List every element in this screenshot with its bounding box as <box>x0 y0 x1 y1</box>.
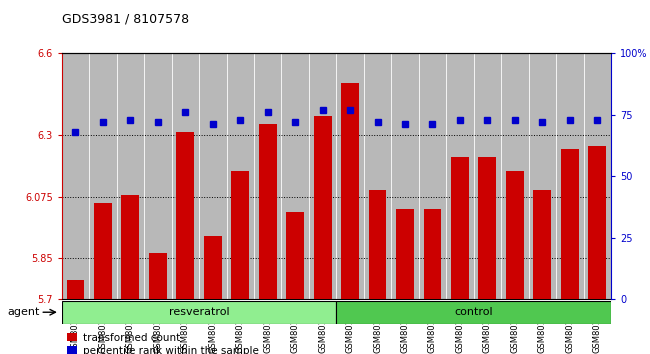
Bar <box>364 53 391 299</box>
Bar <box>391 53 419 299</box>
Text: GDS3981 / 8107578: GDS3981 / 8107578 <box>62 12 189 25</box>
Bar <box>144 53 172 299</box>
Bar <box>66 280 84 299</box>
Bar <box>506 171 524 299</box>
Bar <box>528 53 556 299</box>
Bar <box>478 157 497 299</box>
Bar <box>556 53 584 299</box>
Bar <box>89 53 117 299</box>
Bar <box>286 212 304 299</box>
Bar <box>534 190 551 299</box>
Bar <box>419 53 446 299</box>
Bar <box>149 253 167 299</box>
Bar <box>204 236 222 299</box>
Bar <box>561 149 579 299</box>
Text: control: control <box>454 307 493 318</box>
Bar <box>474 53 501 299</box>
Bar <box>172 53 199 299</box>
Bar <box>62 53 89 299</box>
Bar <box>451 157 469 299</box>
Bar <box>254 53 281 299</box>
Bar <box>588 146 606 299</box>
Bar <box>337 53 364 299</box>
Bar <box>424 209 441 299</box>
Bar <box>259 124 277 299</box>
Bar <box>369 190 387 299</box>
Bar <box>501 53 528 299</box>
Bar <box>199 53 227 299</box>
Bar <box>281 53 309 299</box>
Text: agent: agent <box>8 307 40 317</box>
Bar <box>227 53 254 299</box>
Bar <box>117 53 144 299</box>
Bar <box>337 301 611 324</box>
Bar <box>94 204 112 299</box>
Bar <box>314 116 332 299</box>
Text: resveratrol: resveratrol <box>169 307 229 318</box>
Bar <box>176 132 194 299</box>
Legend: transformed count, percentile rank within the sample: transformed count, percentile rank withi… <box>67 333 259 354</box>
Bar <box>341 83 359 299</box>
Bar <box>309 53 337 299</box>
Bar <box>396 209 414 299</box>
Bar <box>62 301 337 324</box>
Bar <box>446 53 474 299</box>
Bar <box>231 171 249 299</box>
Bar <box>122 195 139 299</box>
Bar <box>584 53 611 299</box>
